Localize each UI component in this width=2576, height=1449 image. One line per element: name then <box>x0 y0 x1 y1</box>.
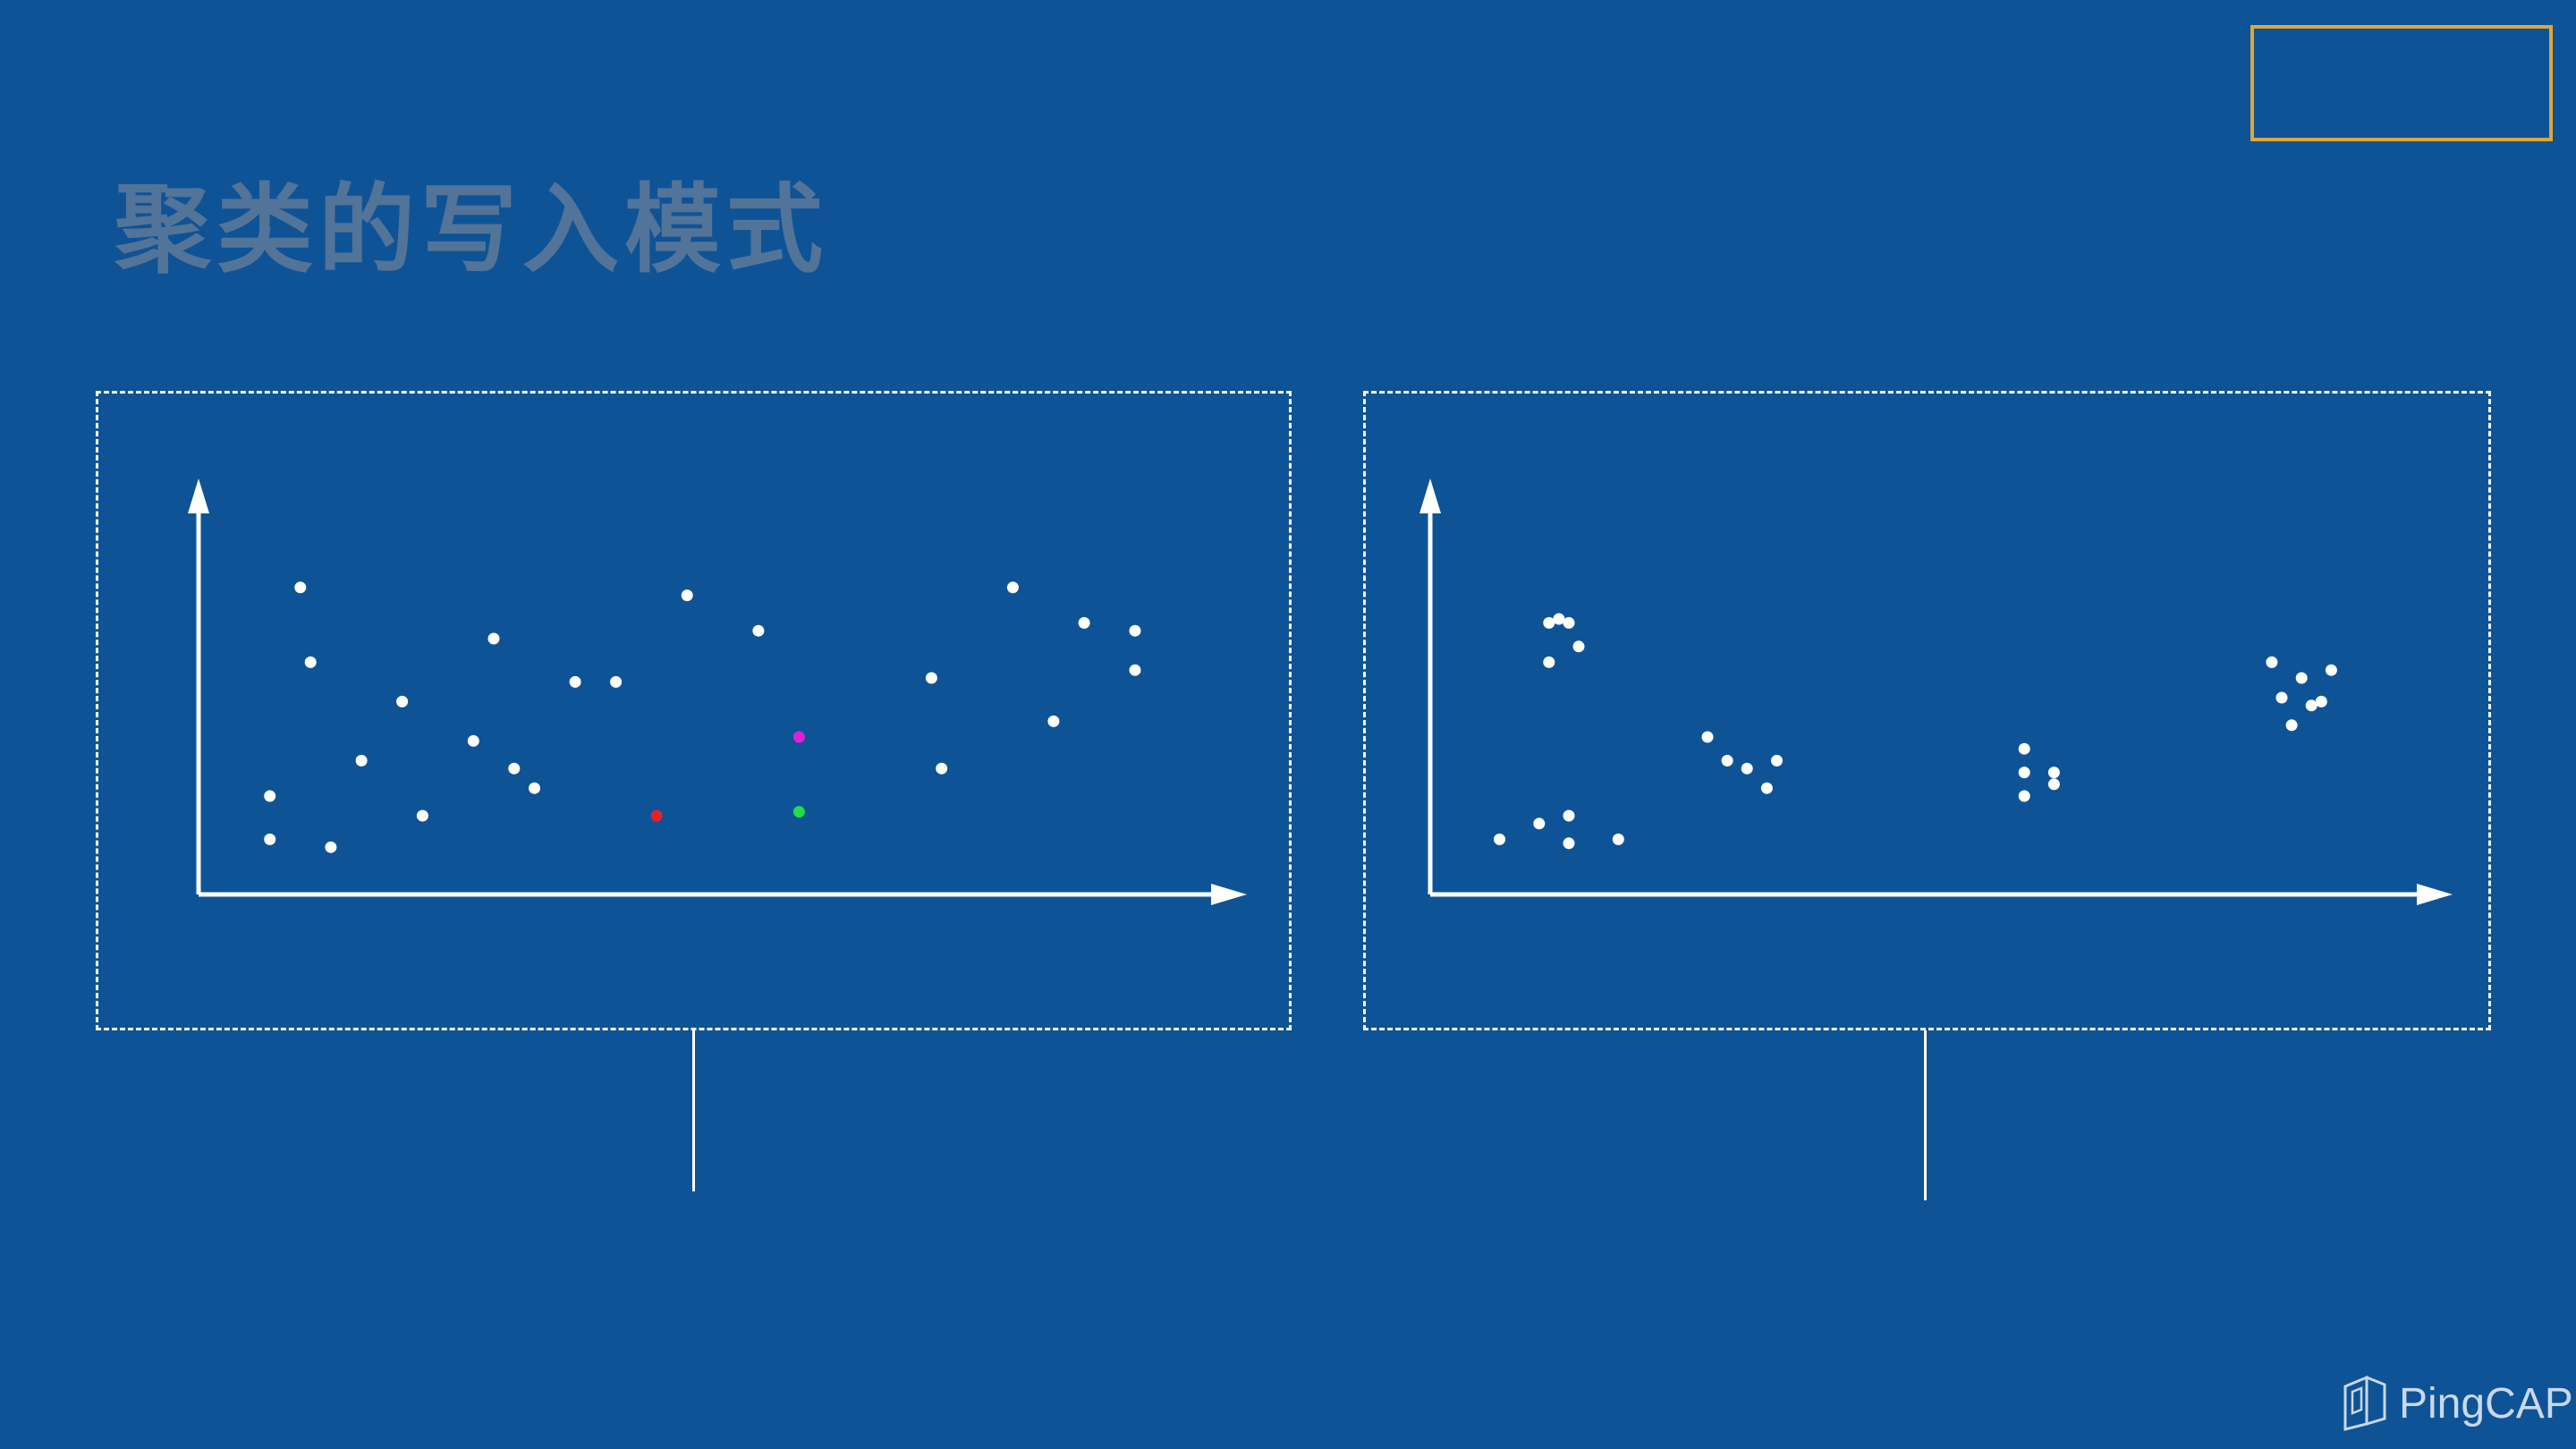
scatter-point-highlight <box>792 806 805 818</box>
scatter-point <box>2018 790 2030 802</box>
scatter-point <box>1563 837 1575 850</box>
scatter-point <box>1129 624 1141 637</box>
scatter-point <box>529 782 540 794</box>
scatter-point <box>2275 691 2288 704</box>
scatter-point <box>752 624 765 637</box>
scatter-point <box>1741 762 1753 775</box>
x-axis-arrow-icon <box>1211 884 1247 905</box>
slide-title: 聚类的写入模式 <box>114 174 829 286</box>
scatter-point <box>304 656 317 668</box>
scatter-point <box>2285 719 2298 732</box>
scatter-point <box>1563 616 1575 629</box>
connector-line-right <box>1924 1030 1927 1200</box>
scatter-point <box>2047 767 2060 779</box>
scatter-point <box>1563 809 1575 822</box>
scatter-point <box>2018 767 2030 779</box>
scatter-point <box>1553 613 1565 625</box>
scatter-point <box>569 675 581 688</box>
scatter-point <box>610 675 623 688</box>
scatter-point <box>2018 742 2030 755</box>
scatter-point <box>264 833 276 845</box>
y-axis-arrow-icon <box>1419 479 1441 513</box>
highlight-box <box>2250 25 2553 141</box>
scatter-point <box>1543 656 1555 668</box>
scatter-panel-random <box>96 391 1292 1030</box>
scatter-point <box>1494 833 1505 845</box>
scatter-point <box>2295 672 2308 684</box>
scatter-point <box>681 589 693 602</box>
scatter-point <box>416 809 428 822</box>
scatter-point <box>294 581 307 594</box>
scatter-point <box>1533 818 1546 830</box>
scatter-point <box>355 754 368 767</box>
scatter-point <box>2315 695 2327 708</box>
scatter-point <box>1078 616 1090 629</box>
logo-text: PingCAP <box>2399 1379 2573 1428</box>
scatter-point <box>1721 754 1733 767</box>
scatter-point <box>396 695 409 708</box>
scatter-point <box>1129 664 1141 676</box>
scatter-point <box>467 734 479 747</box>
scatter-point <box>2047 778 2060 791</box>
scatter-point <box>487 632 500 645</box>
scatter-point <box>1771 754 1783 767</box>
scatter-point <box>2266 656 2278 668</box>
chart-random <box>188 479 1247 905</box>
scatter-point <box>1543 616 1555 629</box>
scatter-point <box>264 790 276 802</box>
scatter-point <box>925 672 937 684</box>
scatter-panel-clustered <box>1363 391 2491 1030</box>
x-axis-arrow-icon <box>2417 884 2453 905</box>
scatter-point <box>1572 640 1585 653</box>
scatter-point <box>1006 581 1019 594</box>
scatter-point <box>1760 782 1773 794</box>
pingcap-logo-icon <box>2343 1375 2386 1431</box>
pingcap-logo: PingCAP <box>2340 1374 2573 1433</box>
connector-line-left <box>692 1030 695 1191</box>
scatter-point <box>936 762 948 775</box>
scatter-point <box>508 762 521 775</box>
scatter-point <box>325 841 337 853</box>
scatter-point-highlight <box>792 731 805 743</box>
scatter-point <box>2305 699 2318 712</box>
scatter-point <box>2325 664 2337 676</box>
scatter-point-highlight <box>650 809 663 822</box>
scatter-point <box>1612 833 1624 845</box>
chart-clustered <box>1419 479 2453 905</box>
scatter-point <box>1047 715 1060 727</box>
scatter-point <box>1701 731 1714 743</box>
y-axis-arrow-icon <box>188 479 209 513</box>
